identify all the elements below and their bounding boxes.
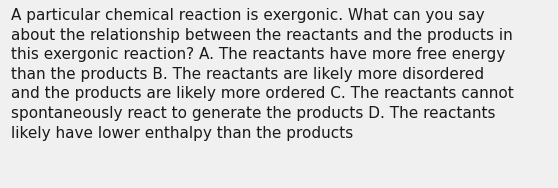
Text: A particular chemical reaction is exergonic. What can you say
about the relation: A particular chemical reaction is exergo… — [11, 8, 514, 141]
